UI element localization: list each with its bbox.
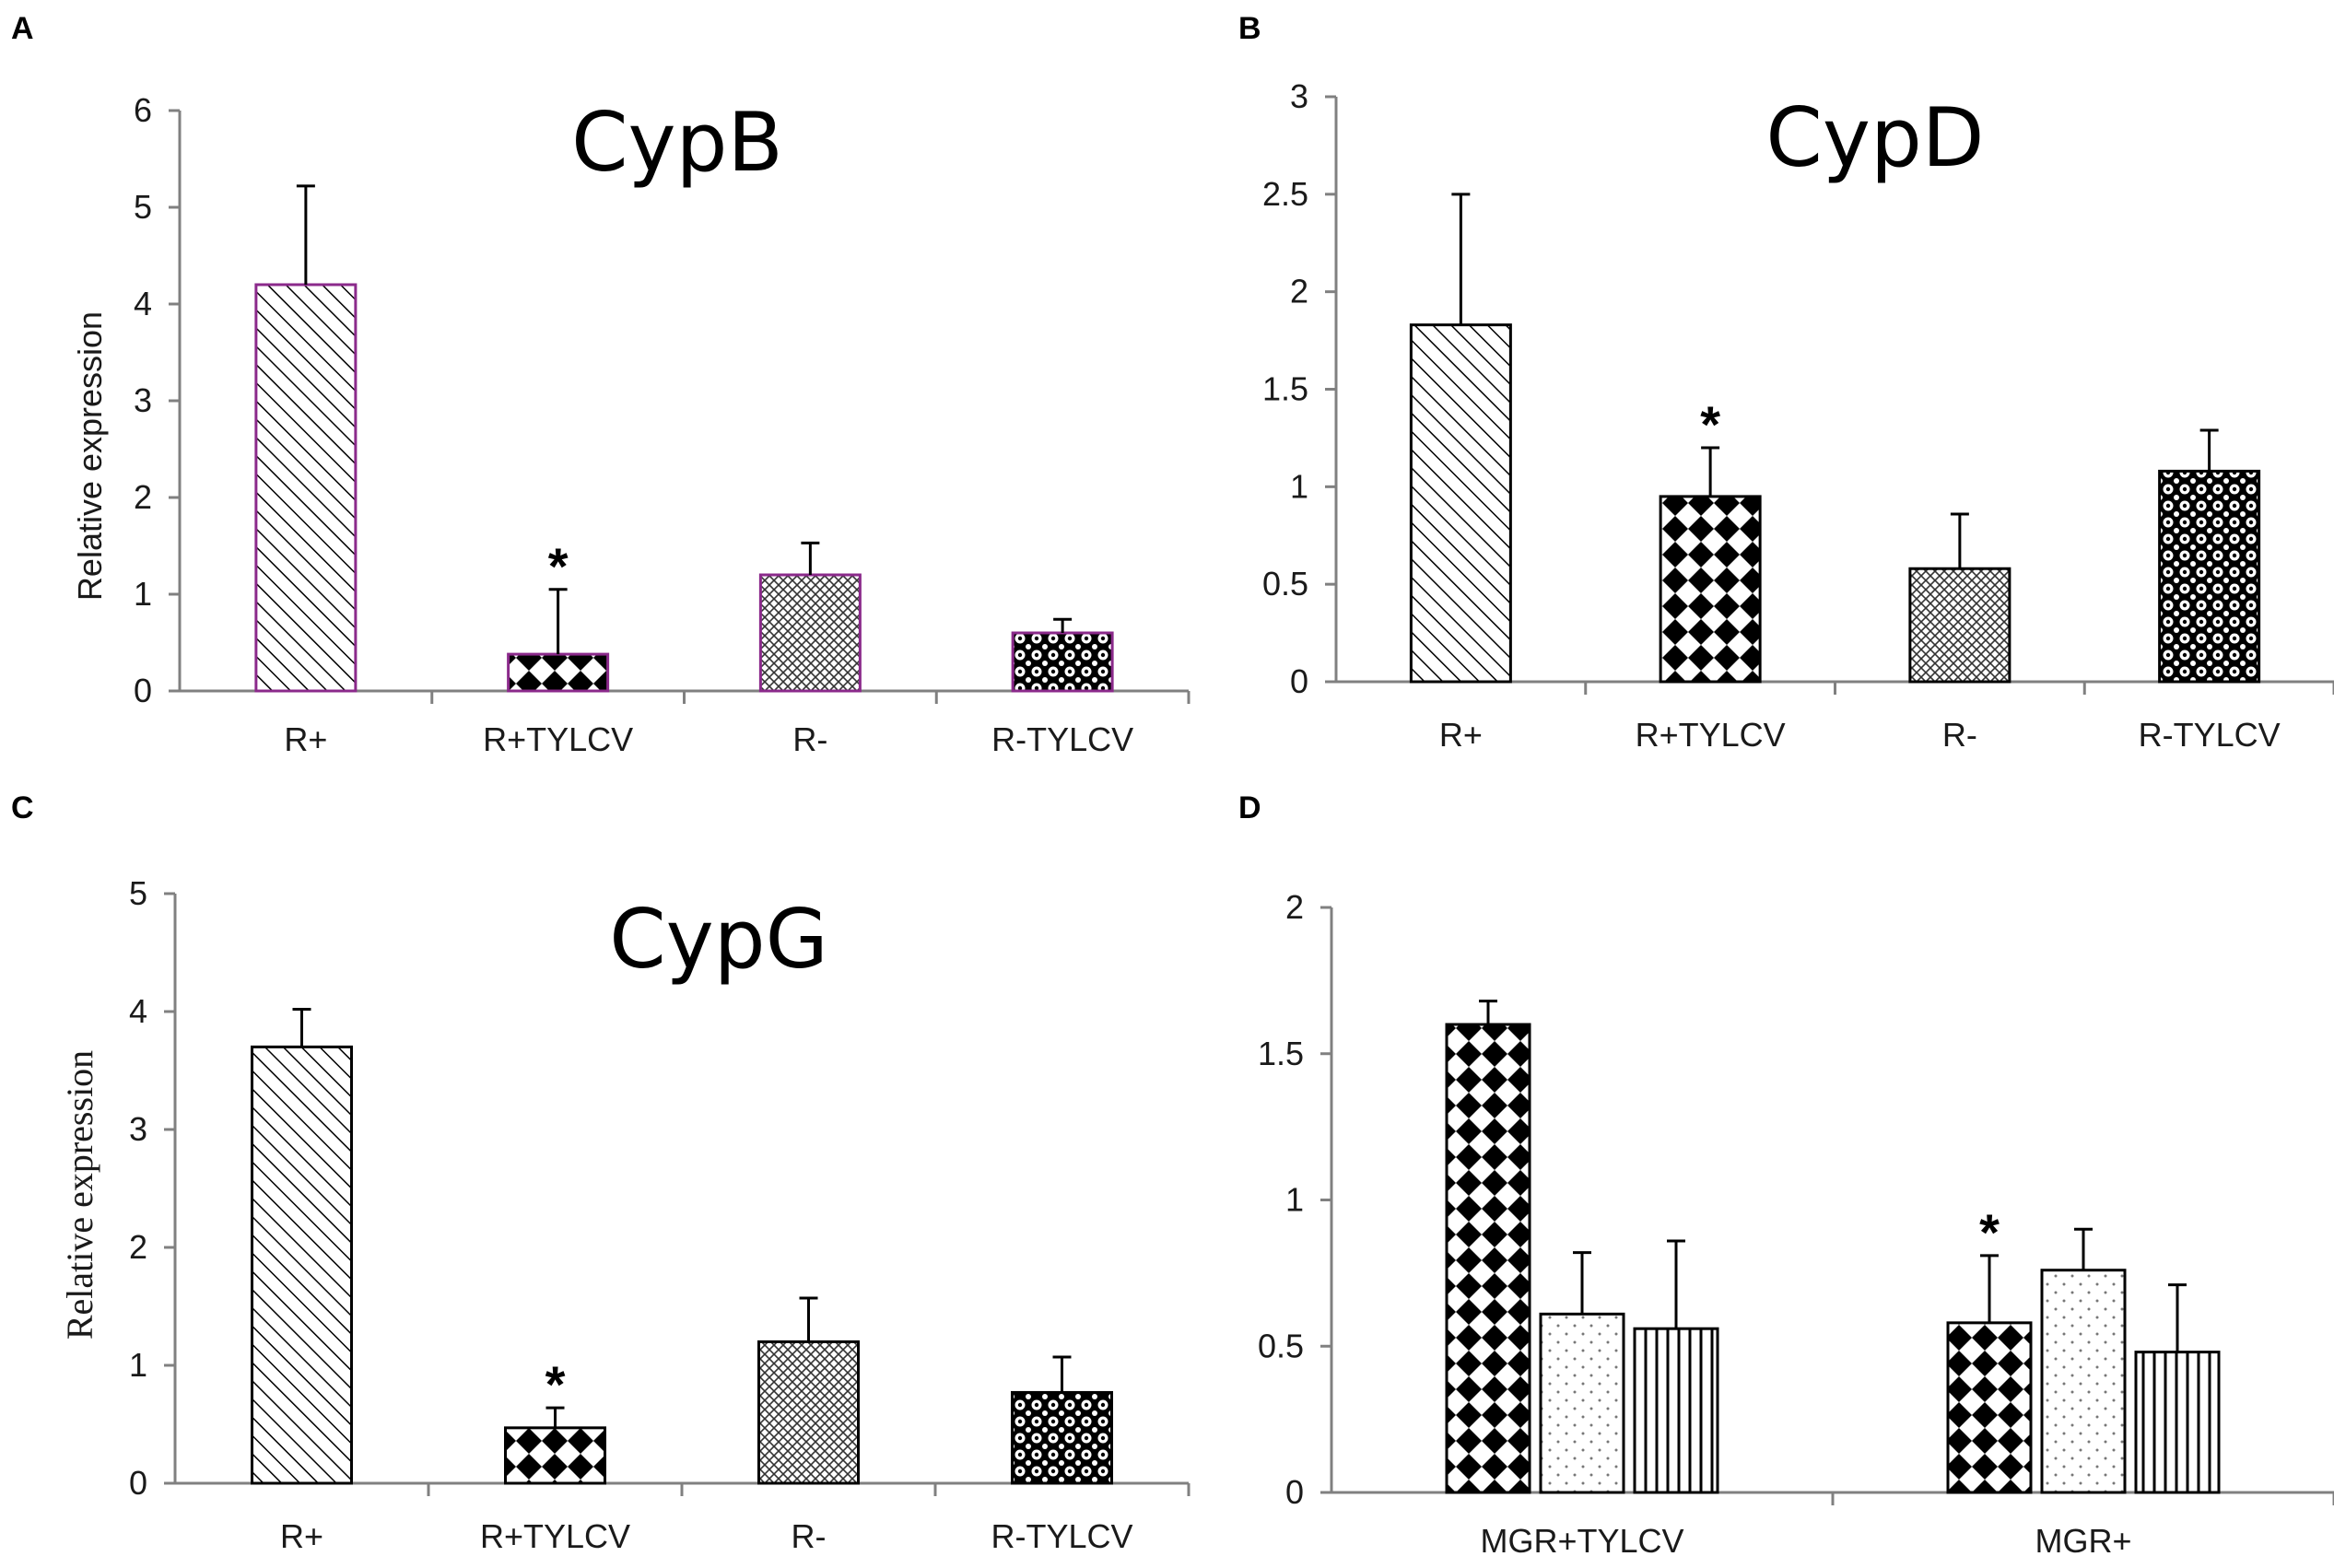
panel-letter-a: A [11, 11, 34, 46]
category-label-c-3: R-TYLCV [991, 1517, 1132, 1555]
y-tick-label-a-6: 6 [134, 91, 152, 129]
category-label-b-0: R+ [1439, 716, 1483, 754]
panel-letter-c: C [11, 790, 34, 825]
y-tick-label-d-2: 1 [1285, 1181, 1304, 1219]
bar-d-1-1 [2040, 1269, 2127, 1494]
bar-a-0 [254, 283, 358, 693]
y-tick-label-a-5: 5 [134, 188, 152, 226]
chart-cypb: CypB Relative expression 0 1 2 3 4 5 6 R+ R+TYLCV R… [71, 91, 1190, 758]
bar-b-3 [2158, 469, 2261, 684]
bar-b-2 [1908, 567, 2011, 684]
category-label-c-0: R+ [280, 1517, 323, 1555]
chart-title-b: CypD [1765, 90, 1984, 185]
bar-a-3 [1011, 631, 1114, 693]
panel-letter-b: B [1238, 11, 1261, 46]
category-label-a-0: R+ [284, 720, 327, 758]
y-tick-label-c-5: 5 [129, 874, 147, 912]
category-label-d-0: MGR+TYLCV [1480, 1522, 1683, 1560]
bar-b-1 [1659, 495, 1762, 684]
chart-title-a: CypB [571, 95, 783, 190]
y-tick-label-a-2: 2 [134, 478, 152, 516]
y-tick-label-c-3: 3 [129, 1110, 147, 1148]
y-tick-label-a-3: 3 [134, 381, 152, 419]
bar-d-1-0 [1946, 1321, 2033, 1494]
category-label-d-1: MGR+ [2035, 1522, 2131, 1560]
bar-c-3 [1011, 1390, 1113, 1485]
chart-cypd: CypD 0 0.5 1 1.5 2 2.5 3 R+ R+TYLCV R- R-TYLCV * [1262, 77, 2334, 754]
y-tick-label-c-4: 4 [129, 992, 147, 1030]
y-tick-label-a-1: 1 [134, 575, 152, 613]
category-label-a-3: R-TYLCV [991, 720, 1133, 758]
category-label-a-1: R+TYLCV [483, 720, 633, 758]
category-label-b-2: R- [1942, 716, 1977, 754]
y-tick-label-c-2: 2 [129, 1228, 147, 1266]
bar-c-2 [757, 1340, 860, 1485]
y-tick-label-b-6: 3 [1290, 77, 1308, 115]
category-label-c-2: R- [792, 1517, 827, 1555]
bar-a-2 [758, 573, 862, 693]
significance-star-b-1: * [1700, 395, 1720, 453]
category-label-a-2: R- [792, 720, 827, 758]
y-tick-label-c-0: 0 [129, 1464, 147, 1502]
chart-cypg: CypG Relative expression 0 1 2 3 4 5 R+ R+TYLCV R-… [59, 874, 1190, 1555]
y-tick-label-d-4: 2 [1285, 888, 1304, 926]
significance-star-c-1: * [545, 1355, 566, 1413]
y-axis-label-c: Relative expression [59, 1050, 100, 1340]
significance-star-a-1: * [548, 537, 569, 595]
bar-b-0 [1409, 323, 1512, 684]
category-label-c-1: R+TYLCV [480, 1517, 630, 1555]
bar-c-0 [251, 1045, 353, 1485]
y-tick-label-c-1: 1 [129, 1346, 147, 1384]
bar-a-1 [507, 652, 610, 693]
chart-mgr: 0 0.5 1 1.5 2 MGR+TYLCV MGR+ * [1258, 888, 2334, 1560]
y-tick-label-b-2: 1 [1290, 467, 1308, 505]
y-tick-label-b-3: 1.5 [1262, 370, 1308, 408]
category-label-b-1: R+TYLCV [1636, 716, 1786, 754]
y-tick-label-a-0: 0 [134, 672, 152, 709]
y-tick-label-d-0: 0 [1285, 1473, 1304, 1511]
y-tick-label-b-1: 0.5 [1262, 565, 1308, 603]
y-tick-label-b-5: 2.5 [1262, 175, 1308, 213]
panel-letter-d: D [1238, 790, 1261, 825]
y-tick-label-d-1: 0.5 [1258, 1327, 1304, 1364]
bar-c-1 [504, 1426, 606, 1485]
significance-star-d-1-0: * [1979, 1203, 2000, 1261]
category-label-b-3: R-TYLCV [2139, 716, 2281, 754]
chart-title-c: CypG [609, 892, 828, 987]
y-tick-label-b-4: 2 [1290, 273, 1308, 310]
y-tick-label-d-3: 1.5 [1258, 1035, 1304, 1072]
bar-d-0-1 [1539, 1312, 1625, 1494]
bar-d-0-2 [1633, 1327, 1719, 1494]
y-axis-label-a: Relative expression [71, 311, 109, 601]
y-tick-label-b-0: 0 [1290, 662, 1308, 700]
y-tick-label-a-4: 4 [134, 285, 152, 322]
bar-d-0-0 [1445, 1023, 1531, 1494]
bar-d-1-2 [2134, 1351, 2221, 1494]
